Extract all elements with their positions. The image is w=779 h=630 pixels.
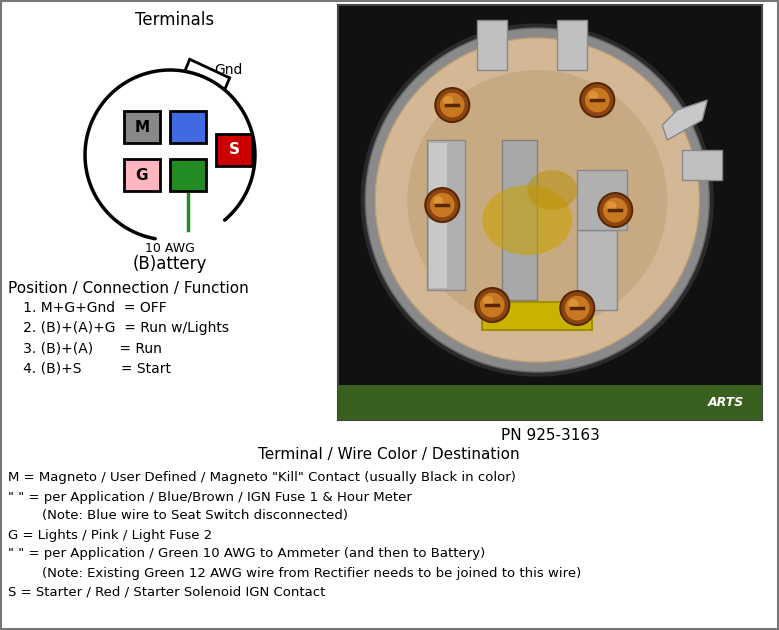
Ellipse shape (527, 170, 577, 210)
Circle shape (588, 91, 598, 101)
Bar (170, 111, 206, 143)
Circle shape (483, 296, 493, 306)
Bar (478, 20, 507, 70)
Circle shape (433, 196, 443, 206)
Ellipse shape (482, 185, 573, 255)
Circle shape (429, 192, 455, 218)
Circle shape (425, 188, 460, 222)
Text: 2. (B)+(A)+G  = Run w/Lights: 2. (B)+(A)+G = Run w/Lights (10, 321, 229, 335)
Text: (B)attery: (B)attery (132, 255, 207, 273)
Bar (682, 150, 722, 180)
Circle shape (407, 70, 668, 330)
Bar (429, 143, 447, 288)
Bar (216, 134, 252, 166)
Text: M = Magneto / User Defined / Magneto "Kill" Contact (usually Black in color): M = Magneto / User Defined / Magneto "Ki… (8, 471, 516, 484)
Circle shape (606, 201, 616, 211)
Text: " " = per Application / Blue/Brown / IGN Fuse 1 & Hour Meter: " " = per Application / Blue/Brown / IGN… (8, 491, 412, 503)
Text: 10 AWG: 10 AWG (145, 241, 195, 255)
Bar (427, 140, 465, 290)
Text: Terminals: Terminals (136, 11, 214, 29)
Text: (Note: Blue wire to Seat Switch disconnected): (Note: Blue wire to Seat Switch disconne… (8, 510, 348, 522)
Bar (577, 230, 617, 310)
Circle shape (568, 299, 578, 309)
Text: 1. M+G+Gnd  = OFF: 1. M+G+Gnd = OFF (10, 301, 167, 315)
Text: S = Starter / Red / Starter Solenoid IGN Contact: S = Starter / Red / Starter Solenoid IGN… (8, 585, 326, 598)
Circle shape (564, 295, 590, 321)
Text: S: S (228, 142, 239, 158)
Bar (338, 385, 762, 420)
Text: Gnd: Gnd (214, 63, 242, 77)
Circle shape (602, 197, 629, 223)
Circle shape (439, 92, 465, 118)
Polygon shape (662, 100, 707, 140)
Circle shape (584, 87, 610, 113)
Circle shape (598, 193, 633, 227)
Text: M: M (135, 120, 150, 134)
Text: PN 925-3163: PN 925-3163 (501, 428, 599, 442)
Circle shape (443, 96, 453, 106)
Text: (Note: Existing Green 12 AWG wire from Rectifier needs to be joined to this wire: (Note: Existing Green 12 AWG wire from R… (8, 566, 581, 580)
Circle shape (365, 28, 710, 372)
Bar (124, 159, 160, 191)
Text: Terminal / Wire Color / Destination: Terminal / Wire Color / Destination (258, 447, 520, 462)
Circle shape (375, 38, 700, 362)
Text: G: G (136, 168, 148, 183)
Text: 3. (B)+(A)      = Run: 3. (B)+(A) = Run (10, 341, 162, 355)
Bar (557, 20, 587, 70)
Bar (338, 5, 762, 420)
Bar (124, 111, 160, 143)
Circle shape (435, 88, 469, 122)
Circle shape (580, 83, 615, 117)
Circle shape (475, 288, 509, 322)
Circle shape (479, 292, 506, 318)
Text: 4. (B)+S         = Start: 4. (B)+S = Start (10, 361, 171, 375)
Bar (577, 170, 627, 230)
Text: G = Lights / Pink / Light Fuse 2: G = Lights / Pink / Light Fuse 2 (8, 529, 212, 542)
Circle shape (560, 291, 594, 325)
Bar (170, 159, 206, 191)
Bar (502, 140, 538, 300)
Circle shape (359, 22, 715, 378)
Bar (482, 302, 592, 330)
Text: Position / Connection / Function: Position / Connection / Function (8, 280, 249, 295)
Text: " " = per Application / Green 10 AWG to Ammeter (and then to Battery): " " = per Application / Green 10 AWG to … (8, 547, 485, 561)
Text: ARTS: ARTS (708, 396, 744, 410)
